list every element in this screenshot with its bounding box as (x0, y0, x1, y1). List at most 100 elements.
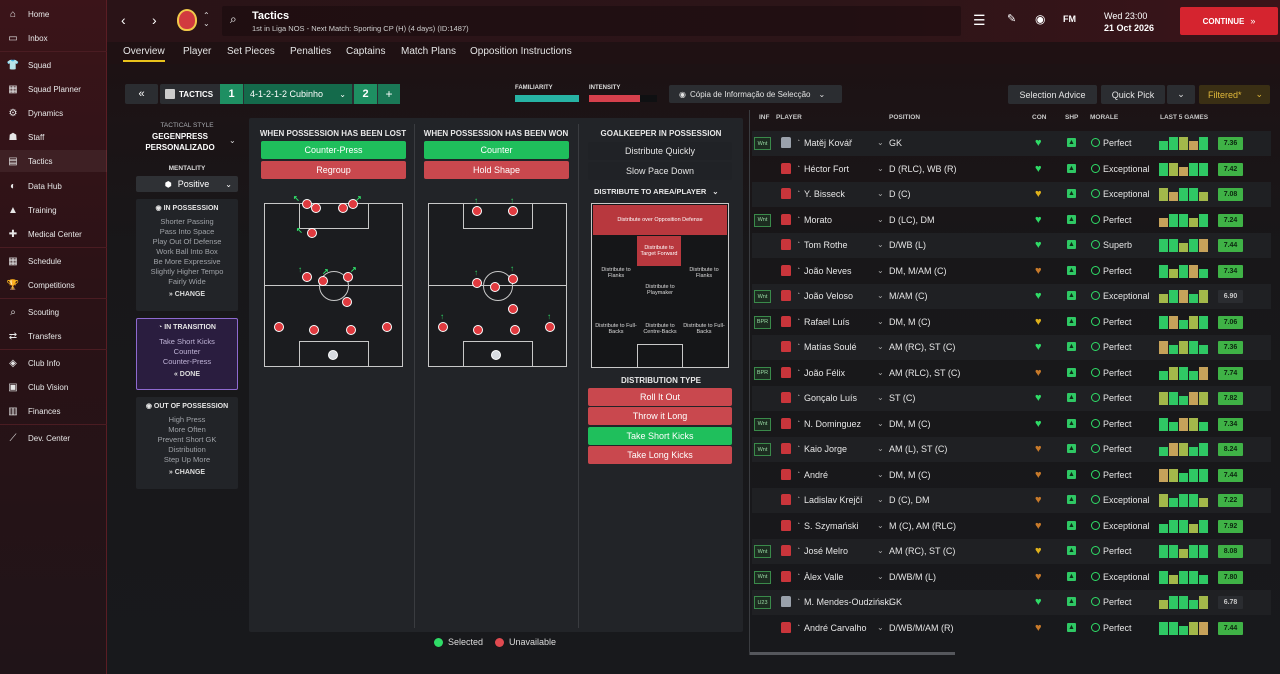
table-row[interactable]: ◔ João Neves ⌄ DM, M/AM (C) ♥ ▲ Perfect 7.34 (752, 259, 1271, 284)
sidebar-item-tactics[interactable]: ▤ Tactics (0, 150, 107, 172)
player-name[interactable]: Ladislav Krejčí (804, 495, 863, 505)
hold-shape-option[interactable]: Hold Shape (424, 161, 569, 179)
sidebar-item-dynamics[interactable]: ⚙ Dynamics (0, 102, 107, 124)
chevron-down-icon[interactable]: ⌄ (877, 214, 884, 224)
player-name[interactable]: Matěj Kovář (804, 138, 853, 148)
pen-icon[interactable]: ✎ (1007, 13, 1017, 25)
table-row[interactable]: ◔ Ladislav Krejčí ⌄ D (C), DM ♥ ▲ Exceptional 7… (752, 488, 1271, 513)
chevron-down-icon[interactable]: ⌄ (229, 136, 236, 145)
sidebar-item-training[interactable]: ▲ Training (0, 199, 107, 221)
forward-arrow-icon[interactable]: › (152, 12, 157, 28)
chevron-down-icon[interactable]: ⌄ (877, 316, 884, 326)
chevron-down-icon[interactable]: ⌄ (877, 291, 884, 300)
sidebar-item-inbox[interactable]: ▭ Inbox (0, 27, 107, 49)
continue-button[interactable]: CONTINUE » (1180, 7, 1278, 35)
zone-full-backs-left[interactable]: Distribute to Full-Backs (595, 323, 637, 335)
search-bar[interactable]: ⌕ Tactics 1st in Liga NOS - Next Match: … (222, 6, 961, 36)
col-shp[interactable]: SHP (1065, 114, 1079, 121)
col-player[interactable]: PLAYER (776, 114, 802, 121)
table-row[interactable]: ◔ André Carvalho ⌄ D/WB/M/AM (R) ♥ ▲ Perfect 7.… (752, 616, 1271, 641)
chevron-down-icon[interactable]: ⌄ (877, 163, 884, 173)
player-name[interactable]: João Neves (804, 265, 852, 276)
chevron-down-icon[interactable]: ⌄ (877, 469, 884, 479)
player-name[interactable]: S. Szymański (804, 520, 859, 531)
sidebar-item-medical-center[interactable]: ✚ Medical Center (0, 223, 107, 245)
zone-playmaker[interactable]: Distribute to Playmaker (645, 284, 675, 296)
done-button[interactable]: « DONE (137, 371, 237, 378)
chevron-down-icon[interactable]: ⌄ (877, 342, 884, 351)
copy-selection-dropdown[interactable]: ◉ Cópia de Informação de Selecção ⌄ (669, 85, 842, 103)
table-row[interactable]: U23 ◔ M. Mendes-Oudziński ⌄ GK ♥ ▲ Perfect 6.78 (752, 590, 1271, 615)
sidebar-item-squad[interactable]: 👕 Squad (0, 54, 107, 76)
menu-icon[interactable]: ☰ (973, 12, 986, 28)
zone-flanks-left[interactable]: Distribute to Flanks (601, 267, 631, 279)
zone-full-backs-right[interactable]: Distribute to Full-Backs (683, 323, 725, 335)
scrollbar[interactable] (750, 652, 955, 655)
tab-penalties[interactable]: Penalties (290, 46, 332, 57)
collapse-button[interactable]: « (125, 84, 158, 104)
chevron-down-icon[interactable]: ⌄ (877, 367, 884, 377)
player-name[interactable]: Kaio Jorge (804, 444, 848, 454)
change-button[interactable]: » CHANGE (136, 291, 238, 298)
globe-icon[interactable]: ◉ (1035, 12, 1046, 26)
player-name[interactable]: José Melro (804, 546, 849, 556)
sidebar-item-club-vision[interactable]: ▣ Club Vision (0, 376, 107, 398)
sidebar-item-data-hub[interactable]: ◐ Data Hub (0, 175, 107, 197)
change-button[interactable]: » CHANGE (136, 469, 238, 476)
out-of-possession-card[interactable]: ◉ OUT OF POSSESSION High Press More Ofte… (136, 397, 238, 489)
col-con[interactable]: CON (1032, 114, 1047, 121)
distribute-quickly-option[interactable]: Distribute Quickly (588, 142, 732, 160)
table-row[interactable]: ◔ Gonçalo Luís ⌄ ST (C) ♥ ▲ Perfect 7.82 (752, 386, 1271, 411)
mentality-dropdown[interactable]: ⬢ Positive ⌄ (136, 176, 238, 192)
player-name[interactable]: André Carvalho (804, 622, 867, 633)
chevron-down-icon[interactable]: ⌄ (877, 546, 884, 555)
table-row[interactable]: Wnt ◔ N. Dominguez ⌄ DM, M (C) ♥ ▲ Perfect 7.34 (752, 412, 1271, 437)
chevron-down-icon[interactable]: ⌄ (877, 622, 884, 632)
quick-pick-menu-button[interactable]: ⌄ (1167, 85, 1195, 104)
in-possession-card[interactable]: ◉ IN POSSESSION Shorter Passing Pass Int… (136, 199, 238, 311)
sidebar-item-competitions[interactable]: 🏆 Competitions (0, 274, 107, 296)
chevron-down-icon[interactable]: ⌄ (877, 138, 884, 147)
player-name[interactable]: Y. Bisseck (804, 189, 845, 199)
table-row[interactable]: ◔ Matías Soulé ⌄ AM (RC), ST (C) ♥ ▲ Perfect 7.… (752, 335, 1271, 360)
zone-flanks-right[interactable]: Distribute to Flanks (689, 267, 719, 279)
player-name[interactable]: Àlex Valle (804, 571, 844, 582)
sidebar-item-transfers[interactable]: ⇄ Transfers (0, 325, 107, 347)
col-last5[interactable]: LAST 5 GAMES (1160, 114, 1209, 121)
player-name[interactable]: Tom Rothe (804, 240, 848, 250)
table-row[interactable]: Wnt ◔ Kaio Jorge ⌄ AM (L), ST (C) ♥ ▲ Perfect 8.… (752, 437, 1271, 462)
chevron-down-icon[interactable]: ⌄ (877, 418, 884, 428)
fm-logo[interactable]: FM (1063, 14, 1076, 24)
regroup-option[interactable]: Regroup (261, 161, 406, 179)
sidebar-item-dev-center[interactable]: ⟋ Dev. Center (0, 427, 107, 449)
table-row[interactable]: ◔ André ⌄ DM, M (C) ♥ ▲ Perfect 7.44 (752, 463, 1271, 488)
quick-pick-button[interactable]: Quick Pick (1101, 85, 1165, 104)
tab-set-pieces[interactable]: Set Pieces (227, 46, 275, 57)
player-name[interactable]: Gonçalo Luís (804, 393, 858, 403)
tab-opposition-instructions[interactable]: Opposition Instructions (470, 46, 572, 57)
zone-target-forward[interactable]: Distribute to Target Forward (637, 236, 681, 266)
table-row[interactable]: Wnt ◔ Àlex Valle ⌄ D/WB/M (L) ♥ ▲ Exceptional 7.… (752, 565, 1271, 590)
player-name[interactable]: João Félix (804, 367, 846, 378)
player-name[interactable]: Matías Soulé (804, 342, 857, 352)
player-name[interactable]: Rafael Luís (804, 316, 850, 327)
sidebar-item-finances[interactable]: ▥ Finances (0, 400, 107, 422)
player-name[interactable]: N. Dominguez (804, 418, 862, 429)
table-row[interactable]: ◔ Tom Rothe ⌄ D/WB (L) ♥ ▲ Superb 7.44 (752, 233, 1271, 258)
col-morale[interactable]: MORALE (1090, 114, 1119, 121)
player-name[interactable]: João Veloso (804, 291, 854, 301)
tab-player[interactable]: Player (183, 46, 212, 57)
throw-it-long-option[interactable]: Throw it Long (588, 407, 732, 425)
table-row[interactable]: ◔ Héctor Fort ⌄ D (RLC), WB (R) ♥ ▲ Exceptiona… (752, 157, 1271, 182)
counter-option[interactable]: Counter (424, 141, 569, 159)
table-row[interactable]: Wnt ◔ Matěj Kovář ⌄ GK ♥ ▲ Perfect 7.36 (752, 131, 1271, 156)
chevron-down-icon[interactable]: ⌄ (877, 189, 884, 198)
sidebar-item-squad-planner[interactable]: ▦ Squad Planner (0, 78, 107, 100)
sidebar-item-schedule[interactable]: ▦ Schedule (0, 250, 107, 272)
filter-dropdown[interactable]: Filtered* ⌄ (1199, 85, 1270, 104)
player-name[interactable]: Héctor Fort (804, 163, 850, 174)
chevron-down-icon[interactable]: ⌄ (877, 240, 884, 249)
col-inf[interactable]: INF (759, 114, 770, 121)
tab-match-plans[interactable]: Match Plans (401, 46, 457, 57)
counter-press-option[interactable]: Counter-Press (261, 141, 406, 159)
